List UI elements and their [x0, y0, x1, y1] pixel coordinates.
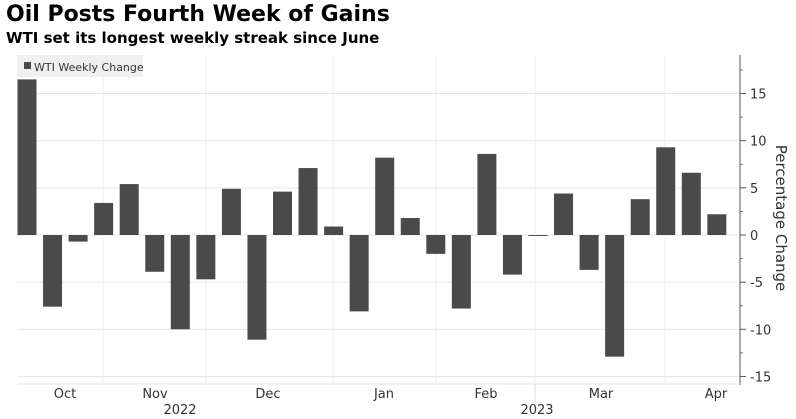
bar: [94, 202, 114, 235]
month-label: Mar: [589, 387, 614, 402]
bar: [17, 79, 37, 235]
legend-swatch: [24, 62, 31, 69]
bar: [349, 235, 369, 312]
bar: [681, 172, 701, 235]
bar: [707, 214, 727, 235]
y-tick-label: 0: [750, 229, 758, 244]
bar: [426, 235, 446, 254]
bar: [477, 153, 497, 235]
bar: [451, 235, 471, 309]
bar: [68, 235, 88, 242]
bar: [605, 235, 625, 357]
month-label: Nov: [142, 387, 168, 402]
year-label: 2023: [520, 403, 553, 418]
chart-subtitle: WTI set its longest weekly streak since …: [6, 29, 380, 47]
bar: [145, 235, 165, 272]
bar: [400, 218, 420, 235]
month-label: Apr: [705, 387, 728, 402]
month-label: Feb: [474, 387, 497, 402]
y-tick-label: 5: [750, 182, 758, 197]
month-label: Jan: [373, 387, 394, 402]
bar: [273, 191, 292, 235]
bar: [375, 157, 395, 235]
y-tick-label: 15: [750, 88, 767, 103]
y-tick-label: -10: [750, 323, 771, 338]
bar: [528, 235, 548, 236]
bar: [196, 235, 216, 280]
bar: [43, 235, 63, 307]
bar: [630, 199, 650, 235]
bar: [656, 147, 676, 235]
month-label: Oct: [54, 387, 76, 402]
y-tick-label: -15: [750, 370, 771, 385]
bar: [554, 193, 574, 235]
y-tick-label: 10: [750, 135, 767, 150]
bar: [119, 184, 139, 235]
bar: [170, 235, 190, 330]
chart-title: Oil Posts Fourth Week of Gains: [6, 2, 390, 27]
bar: [247, 235, 267, 340]
y-axis-label: Percentage Change: [772, 145, 790, 292]
month-label: Dec: [255, 387, 280, 402]
bar: [298, 168, 318, 235]
legend-label: WTI Weekly Change: [34, 61, 144, 74]
legend-box: [17, 55, 143, 77]
y-tick-label: -5: [750, 276, 763, 291]
bar: [324, 226, 344, 235]
year-label: 2022: [163, 403, 196, 418]
bar: [579, 235, 599, 270]
bar: [221, 188, 241, 235]
bar: [502, 235, 522, 275]
